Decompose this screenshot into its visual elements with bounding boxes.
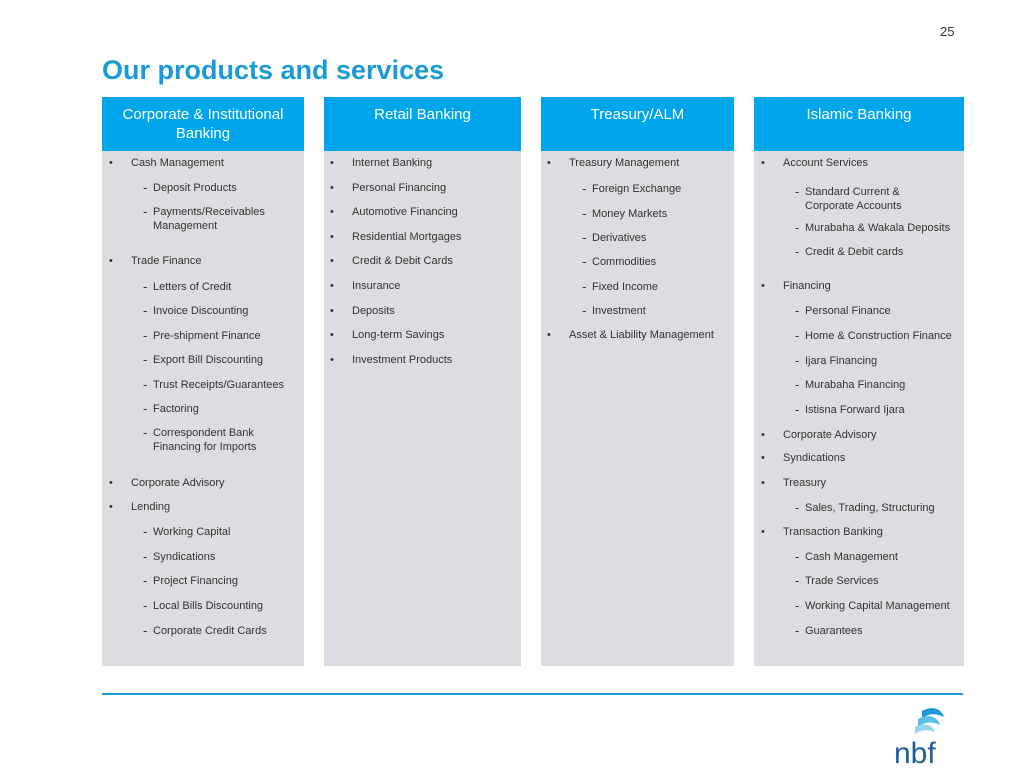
list-item: Account Services <box>761 156 868 170</box>
sub-list-item: Personal Finance <box>795 304 891 318</box>
sub-list-item: Working Capital <box>143 525 231 539</box>
logo-text: nbf <box>894 737 936 769</box>
nbf-logo: nbf <box>894 708 944 769</box>
sub-list-item: Standard Current &Corporate Accounts <box>795 185 902 213</box>
footer-divider <box>102 693 963 695</box>
column-header: Corporate & Institutional Banking <box>102 97 304 151</box>
sub-list-item: Home & Construction Finance <box>795 329 952 343</box>
sub-list-item: Deposit Products <box>143 181 237 195</box>
sub-list-item: Trade Services <box>795 574 879 588</box>
list-item: Lending <box>109 500 170 514</box>
sub-list-item: Pre-shipment Finance <box>143 329 261 343</box>
list-item: Investment Products <box>330 353 452 367</box>
sub-list-item: Trust Receipts/Guarantees <box>143 378 284 392</box>
list-item: Asset & Liability Management <box>547 328 714 342</box>
page-title: Our products and services <box>102 55 445 85</box>
sub-list-item: Guarantees <box>795 624 863 638</box>
column-treasury-alm: Treasury/ALM Treasury Management Foreign … <box>541 97 734 666</box>
list-item: Corporate Advisory <box>109 476 224 490</box>
list-item: Corporate Advisory <box>761 428 876 442</box>
sub-list-item: Factoring <box>143 402 199 416</box>
list-item: Deposits <box>330 304 395 318</box>
sub-list-item: Fixed Income <box>582 280 658 294</box>
list-item: Automotive Financing <box>330 205 458 219</box>
list-item: Transaction Banking <box>761 525 883 539</box>
sub-list-item: Cash Management <box>795 550 898 564</box>
sub-list-item: Corporate Credit Cards <box>143 624 267 638</box>
list-item: Credit & Debit Cards <box>330 254 453 268</box>
sub-list-item: Credit & Debit cards <box>795 245 903 259</box>
sub-list-item: Ijara Financing <box>795 354 877 368</box>
list-item: Insurance <box>330 279 400 293</box>
sub-list-item: Letters of Credit <box>143 280 231 294</box>
column-header: Islamic Banking <box>754 97 964 151</box>
sub-list-item: Syndications <box>143 550 215 564</box>
list-item: Treasury <box>761 476 826 490</box>
list-item: Trade Finance <box>109 254 201 268</box>
column-retail-banking: Retail Banking Internet Banking Personal … <box>324 97 521 666</box>
list-item: Residential Mortgages <box>330 230 462 244</box>
list-item: Personal Financing <box>330 181 446 195</box>
page-number: 25 <box>940 24 955 39</box>
list-item: Internet Banking <box>330 156 432 170</box>
sub-list-item: Commodities <box>582 255 656 269</box>
sub-list-item: Murabaha Financing <box>795 378 905 392</box>
list-item: Long-term Savings <box>330 328 444 342</box>
column-corporate-institutional-banking: Corporate & Institutional Banking Cash M… <box>102 97 304 666</box>
sub-list-item: Sales, Trading, Structuring <box>795 501 935 515</box>
sub-list-item: Export Bill Discounting <box>143 353 263 367</box>
list-item: Cash Management <box>109 156 224 170</box>
list-item: Syndications <box>761 451 846 465</box>
sub-list-item: Foreign Exchange <box>582 182 681 196</box>
sub-list-item: Invoice Discounting <box>143 304 248 318</box>
sub-list-item: Money Markets <box>582 207 667 221</box>
sub-list-item: Derivatives <box>582 231 646 245</box>
sub-list-item: Working Capital Management <box>795 599 950 613</box>
sub-list-item: Investment <box>582 304 646 318</box>
column-header: Treasury/ALM <box>541 97 734 151</box>
list-item: Treasury Management <box>547 156 679 170</box>
column-islamic-banking: Islamic Banking Account Services Standard… <box>754 97 964 666</box>
list-item: Financing <box>761 279 831 293</box>
sub-list-item: Murabaha & Wakala Deposits <box>795 221 950 235</box>
column-header: Retail Banking <box>324 97 521 151</box>
sub-list-item: Istisna Forward Ijara <box>795 403 905 417</box>
sub-list-item: Local Bills Discounting <box>143 599 263 613</box>
sub-list-item: Project Financing <box>143 574 238 588</box>
